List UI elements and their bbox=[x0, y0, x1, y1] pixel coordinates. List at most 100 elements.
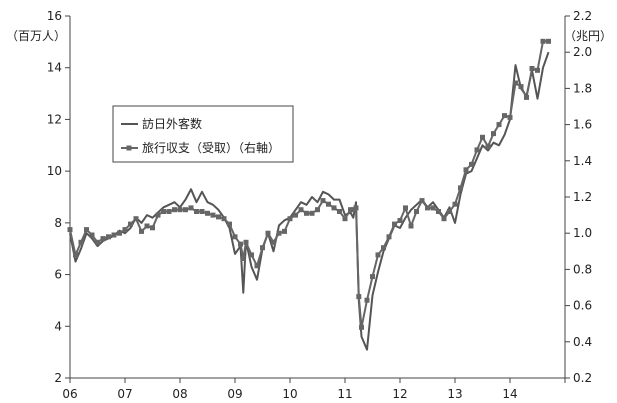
legend-marker-2 bbox=[126, 145, 132, 151]
series-2-point bbox=[315, 207, 320, 213]
series-2-point bbox=[364, 297, 370, 303]
series-2-point bbox=[496, 122, 502, 128]
axes: 2 4 6 8 10 12 14 16 0.2 0.4 0.6 0.8 1.0 1.2 1.4 1.6 1.8 2… bbox=[47, 9, 592, 401]
series-2-point bbox=[183, 207, 188, 213]
series-2-point bbox=[381, 245, 386, 251]
series-2-point bbox=[535, 67, 540, 73]
series-2-point bbox=[298, 207, 304, 213]
series-2-point bbox=[491, 131, 496, 137]
series-2-point bbox=[216, 214, 221, 220]
x-tick-label: 07 bbox=[117, 387, 132, 401]
series-2-point bbox=[403, 205, 408, 211]
series-2-point bbox=[342, 216, 348, 222]
series-2-point bbox=[540, 38, 546, 44]
series-2-point bbox=[386, 234, 392, 240]
series-2-point bbox=[240, 256, 246, 261]
series-2-point bbox=[408, 223, 414, 229]
series-2-point bbox=[133, 216, 139, 222]
y-right-tick-label: 0.6 bbox=[573, 299, 592, 313]
legend: 訪日外客数 旅行収支（受取）（右軸） bbox=[112, 105, 294, 163]
series-2-point bbox=[447, 209, 452, 214]
y-left-axis-label: （百万人） bbox=[6, 29, 66, 43]
series-2-point bbox=[128, 221, 133, 227]
series-2-point bbox=[375, 252, 381, 258]
series-2-point bbox=[177, 207, 183, 213]
series-2-point bbox=[469, 161, 474, 167]
series-2-point bbox=[356, 294, 362, 300]
series-2-point bbox=[205, 210, 210, 216]
series-2-point bbox=[238, 241, 243, 247]
series-2-point bbox=[359, 324, 364, 330]
y-left-tick-label: 4 bbox=[54, 319, 62, 333]
x-tick-label: 14 bbox=[502, 387, 517, 401]
series-2-point bbox=[95, 239, 100, 245]
y-right-tick-label: 0.4 bbox=[573, 335, 592, 349]
series-2-point bbox=[166, 209, 172, 214]
series-2-point bbox=[529, 66, 535, 71]
x-tick-label: 09 bbox=[227, 387, 242, 401]
series-2-point bbox=[392, 221, 397, 227]
series-2-point bbox=[232, 234, 238, 240]
y-right-tick-label: 1.4 bbox=[573, 154, 592, 168]
series-2-point bbox=[144, 223, 150, 229]
series-2-point bbox=[117, 230, 122, 236]
series-2-point bbox=[271, 239, 276, 245]
series-2-point bbox=[337, 209, 342, 214]
series-2-point bbox=[430, 205, 436, 211]
series-2-point bbox=[100, 236, 106, 242]
series-2-point bbox=[122, 227, 128, 233]
y-left-tick-label: 16 bbox=[47, 9, 62, 23]
series-2-point bbox=[78, 239, 84, 245]
series-2-point bbox=[282, 228, 287, 234]
series-2-point bbox=[155, 212, 161, 218]
series-2-point bbox=[353, 205, 359, 211]
series-2-point bbox=[502, 113, 507, 119]
x-tick-label: 12 bbox=[392, 387, 407, 401]
series-2-point bbox=[67, 227, 73, 233]
series-2-point bbox=[458, 185, 463, 191]
series-2-point bbox=[397, 218, 403, 223]
series-2-point bbox=[111, 232, 117, 238]
series-2-point bbox=[320, 198, 326, 204]
series-2-point bbox=[441, 216, 447, 222]
x-tick-label: 08 bbox=[172, 387, 187, 401]
y-right-tick-label: 2.2 bbox=[573, 9, 592, 23]
series-2-point bbox=[485, 143, 491, 149]
series-2-point bbox=[419, 198, 425, 204]
series-2-point bbox=[348, 207, 353, 213]
series-2-point bbox=[518, 84, 524, 90]
y-right-tick-label: 0.2 bbox=[573, 371, 592, 385]
series-2-point bbox=[260, 245, 265, 251]
legend-box bbox=[112, 105, 294, 163]
series-2-point bbox=[436, 209, 441, 214]
series-2-point bbox=[243, 239, 249, 245]
series-2-point bbox=[221, 216, 227, 222]
series-2-point bbox=[414, 209, 419, 214]
y-right-tick-label: 1.2 bbox=[573, 190, 592, 204]
y-left-tick-label: 12 bbox=[47, 112, 62, 126]
series-2-point bbox=[309, 210, 315, 216]
series-2-point bbox=[89, 232, 95, 238]
series-2-point bbox=[304, 210, 309, 216]
y-right-tick-label: 1.8 bbox=[573, 81, 592, 95]
series-2-point bbox=[254, 263, 260, 269]
y-right-tick-label: 2.0 bbox=[573, 45, 592, 59]
series-2-point bbox=[293, 212, 298, 218]
series-line-1 bbox=[69, 51, 550, 351]
series-2-point bbox=[452, 201, 458, 207]
series-2-point bbox=[150, 225, 155, 231]
series-2-point bbox=[370, 274, 375, 280]
series-2-point bbox=[161, 209, 166, 214]
y-right-tick-label: 1.6 bbox=[573, 118, 592, 132]
y-left-tick-label: 10 bbox=[47, 164, 62, 178]
series-2-point bbox=[210, 212, 216, 218]
y-right-tick-label: 0.8 bbox=[573, 262, 592, 276]
y-right-axis-label: （兆円） bbox=[564, 29, 612, 43]
series-2-point bbox=[172, 207, 177, 213]
series-2-point bbox=[194, 209, 199, 214]
series-2-point bbox=[106, 234, 111, 240]
series-2-point bbox=[507, 114, 513, 120]
y-left-tick-label: 14 bbox=[47, 61, 62, 75]
series-2-point bbox=[139, 228, 144, 234]
series-2-point bbox=[265, 230, 271, 236]
